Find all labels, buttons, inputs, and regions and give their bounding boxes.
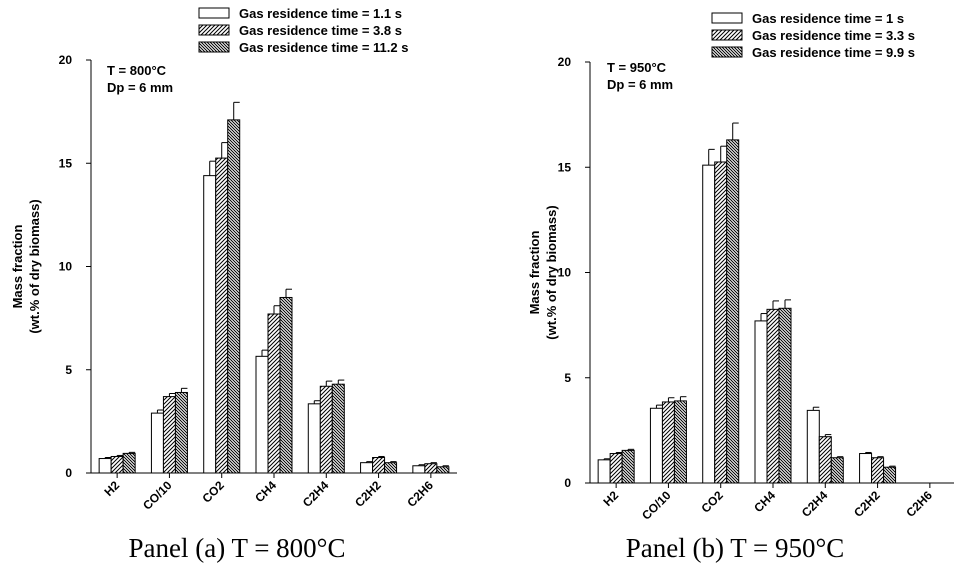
bar (673, 400, 687, 484)
x-tick-label: CO/10 (639, 488, 674, 523)
y-tick-label: 15 (59, 156, 73, 170)
y-tick-label: 20 (558, 55, 572, 69)
y-tick-label: 10 (59, 260, 73, 274)
bar (726, 139, 740, 484)
condition-annotation: T = 800°C (107, 63, 167, 78)
legend-label: Gas residence time = 1.1 s (239, 6, 402, 21)
x-tick-label: CO2 (199, 478, 227, 506)
bar (830, 457, 844, 484)
panel-caption: Panel (a) T = 800°C (128, 533, 345, 563)
bar (859, 453, 873, 484)
condition-annotation: Dp = 6 mm (607, 77, 673, 92)
x-tick-label: C2H2 (352, 478, 384, 510)
y-axis-title: Mass fraction (10, 225, 25, 309)
legend-swatch (198, 41, 230, 53)
bar (150, 412, 164, 474)
bar (360, 462, 374, 474)
bar (661, 401, 675, 484)
panel-a: 0 5 10 15 20 Mass fraction (wt.% of dry biomas… (10, 6, 457, 563)
bar (215, 157, 229, 474)
y-tick-label: 0 (564, 476, 571, 490)
x-tick-label: CO2 (698, 488, 726, 516)
bar (621, 449, 635, 484)
bar (319, 385, 333, 474)
y-tick-label: 15 (558, 160, 572, 174)
bar (597, 459, 611, 484)
x-tick-label: CO/10 (140, 478, 175, 513)
condition-annotation: Dp = 6 mm (107, 80, 173, 95)
bar (255, 355, 269, 474)
bar (714, 161, 728, 484)
bar (702, 164, 716, 484)
y-tick-label: 20 (59, 53, 73, 67)
bar (279, 296, 293, 474)
legend-swatch (711, 46, 743, 58)
y-tick-label: 5 (564, 371, 571, 385)
legend-label: Gas residence time = 1 s (752, 11, 904, 26)
x-tick-label: C2H4 (300, 478, 332, 510)
bar (871, 457, 885, 484)
bar (778, 307, 792, 484)
bar (162, 396, 176, 474)
y-tick-label: 10 (558, 266, 572, 280)
bar (766, 308, 780, 484)
bar (883, 466, 897, 484)
x-tick-label: H2 (601, 488, 622, 509)
y-axis-title: (wt.% of dry biomass) (544, 205, 559, 339)
bar (609, 453, 623, 484)
legend-swatch (711, 12, 743, 24)
y-axis-title: (wt.% of dry biomass) (27, 199, 42, 333)
x-tick-label: C2H6 (404, 478, 436, 510)
y-tick-label: 5 (65, 363, 72, 377)
y-tick-label: 0 (65, 466, 72, 480)
bar (227, 119, 241, 474)
legend-swatch (711, 29, 743, 41)
bar (806, 409, 820, 484)
panel-b: 0 5 10 15 20 Mass fraction (wt.% of dry biomas… (527, 11, 954, 563)
bar (110, 455, 124, 474)
condition-annotation: T = 950°C (607, 60, 667, 75)
x-tick-label: C2H6 (903, 488, 935, 520)
bar (203, 175, 217, 474)
bar (372, 457, 386, 474)
x-tick-label: CH4 (252, 478, 279, 505)
bar (818, 436, 832, 484)
bar (384, 462, 398, 474)
y-axis-title: Mass fraction (527, 231, 542, 315)
bar (267, 313, 281, 474)
bar (754, 320, 768, 484)
legend-label: Gas residence time = 11.2 s (239, 40, 408, 55)
x-tick-label: H2 (102, 478, 123, 499)
legend-label: Gas residence time = 3.8 s (239, 23, 402, 38)
bar (649, 407, 663, 484)
x-tick-label: CH4 (751, 488, 778, 515)
bar (122, 452, 136, 474)
bar (331, 383, 345, 474)
legend-label: Gas residence time = 9.9 s (752, 45, 915, 60)
bar (174, 391, 188, 474)
x-tick-label: C2H2 (851, 488, 883, 520)
legend-label: Gas residence time = 3.3 s (752, 28, 915, 43)
bar (98, 458, 112, 474)
legend-swatch (198, 24, 230, 36)
panel-caption: Panel (b) T = 950°C (626, 533, 845, 563)
bar (424, 463, 438, 474)
bar (436, 466, 450, 474)
x-tick-label: C2H4 (799, 488, 831, 520)
legend-swatch (198, 7, 230, 19)
bar (307, 403, 321, 474)
bar (412, 465, 426, 474)
